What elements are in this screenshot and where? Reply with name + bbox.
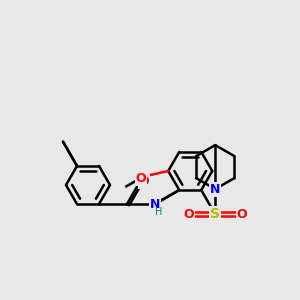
Text: H: H xyxy=(155,207,163,217)
Text: N: N xyxy=(210,183,220,196)
Text: O: O xyxy=(136,172,146,184)
Text: S: S xyxy=(210,207,220,221)
Text: O: O xyxy=(183,208,194,221)
Text: O: O xyxy=(236,208,247,221)
Text: N: N xyxy=(150,198,160,211)
Text: O: O xyxy=(139,175,149,188)
